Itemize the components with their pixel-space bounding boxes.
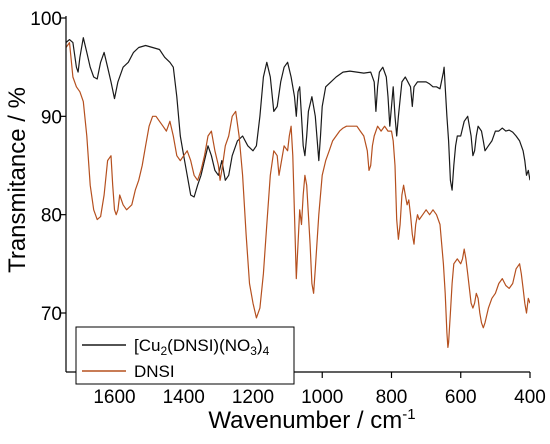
y-axis-title: Transmitance / % xyxy=(4,87,31,273)
legend-label-0: [Cu2(DNSI)(NO3)4 xyxy=(134,336,270,358)
x-axis-title-text: Wavenumber / cm xyxy=(208,407,402,434)
x-tick-label: 1600 xyxy=(93,387,135,408)
x-tick-label: 1000 xyxy=(301,387,343,408)
axes-layer xyxy=(65,16,530,373)
series-line-0 xyxy=(66,37,530,198)
x-tick-label: 600 xyxy=(445,387,477,408)
series-line-1 xyxy=(66,42,530,348)
x-tick-label: 1400 xyxy=(163,387,205,408)
legend: [Cu2(DNSI)(NO3)4 DNSI xyxy=(75,326,295,385)
x-axis-title: Wavenumber / cm-1 xyxy=(208,406,415,434)
x-tick-label: 400 xyxy=(514,387,546,408)
x-axis-title-superscript: -1 xyxy=(402,406,415,423)
legend-box xyxy=(75,326,295,385)
ticks-layer: 1600 1400 1200 1000 800 600 400 70 80 90 100 xyxy=(30,9,546,408)
x-tick-label: 1200 xyxy=(232,387,274,408)
series-layer xyxy=(66,37,530,348)
y-tick-label: 80 xyxy=(41,206,62,227)
x-tick-label: 800 xyxy=(376,387,408,408)
y-tick-label: 70 xyxy=(41,304,62,325)
y-tick-label: 90 xyxy=(41,107,62,128)
legend-label-1: DNSI xyxy=(134,362,175,381)
y-tick-label: 100 xyxy=(30,9,62,30)
